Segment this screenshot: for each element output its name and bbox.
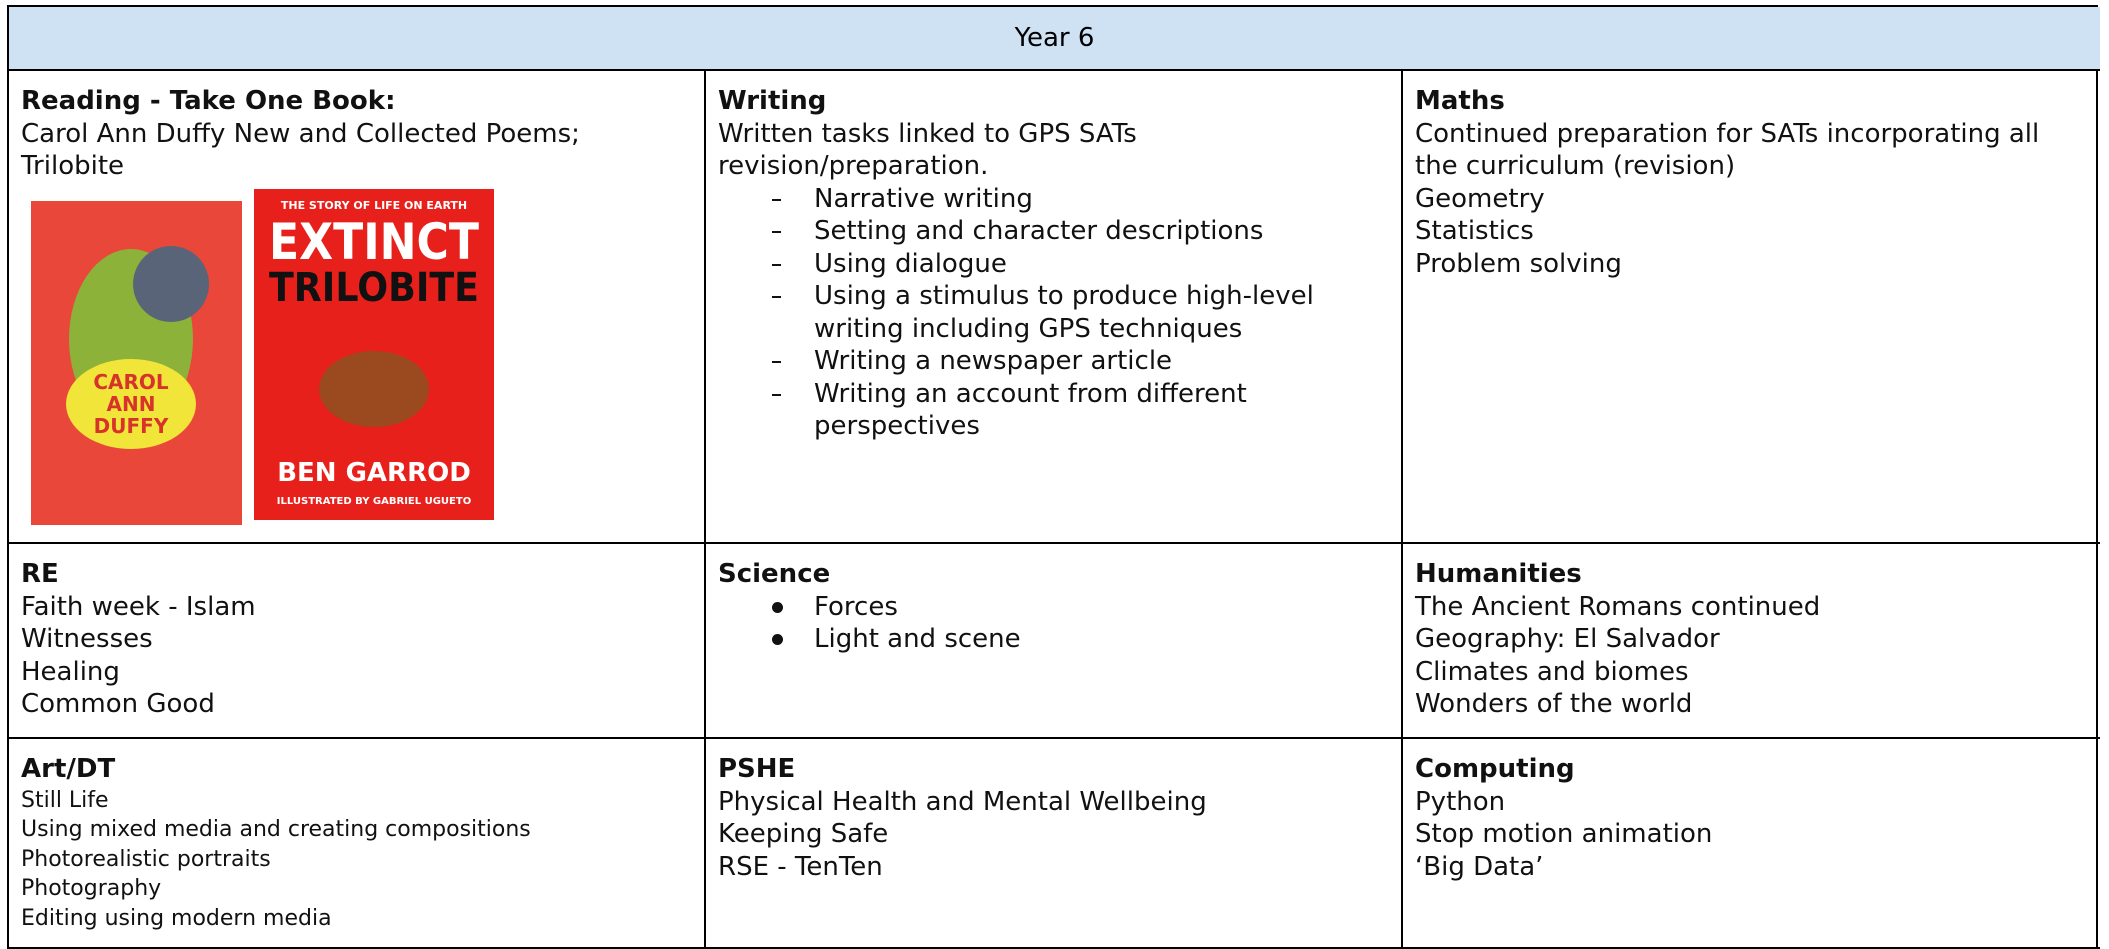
list-marker <box>772 601 783 613</box>
list-text: Narrative writing <box>814 183 1033 214</box>
list-item: Using a stimulus to produce high-level w… <box>718 280 1334 345</box>
cell-heading: Science <box>718 559 831 589</box>
list-item: Writing an account from different perspe… <box>718 378 1334 443</box>
cell-line: Photorealistic portraits <box>21 846 271 872</box>
list-item: Writing a newspaper article <box>718 345 1334 378</box>
list-item: Narrative writing <box>718 183 1334 216</box>
cell-line: The Ancient Romans continued <box>1415 591 1821 622</box>
cell-line: Physical Health and Mental Wellbeing <box>718 786 1207 817</box>
table-cell: Writing Written tasks linked to GPS SATs r… <box>706 71 1403 544</box>
cell-heading: Reading - Take One Book: <box>21 86 396 116</box>
cell-line: Python <box>1415 786 1506 817</box>
cell-line: revision/preparation. <box>718 151 989 181</box>
list-marker <box>772 231 781 233</box>
list-text: Using a stimulus to produce high-level w… <box>814 281 1314 344</box>
cover-text: CAROL <box>93 370 169 394</box>
cell-line: Geometry <box>1415 183 1545 214</box>
list-marker <box>772 263 781 266</box>
table-header: Year 6 <box>9 7 2100 71</box>
cell-line: Faith week - Islam <box>21 591 256 622</box>
cell-heading: Maths <box>1415 86 1505 116</box>
table-cell: RE Faith week - Islam Witnesses Healing Comm… <box>9 544 706 739</box>
cell-heading: RE <box>21 559 59 589</box>
table-cell: Humanities The Ancient Romans continued Ge… <box>1403 544 2100 739</box>
list-item: Light and scene <box>718 623 1334 656</box>
cell-line: Using mixed media and creating compositi… <box>21 817 531 842</box>
list-item: Forces <box>718 591 1334 624</box>
cell-line: Problem solving <box>1415 248 1622 279</box>
curriculum-table: Year 6 Reading - Take One Book: Carol Ann… <box>7 5 2100 949</box>
table-cell: Maths Continued preparation for SATs inco… <box>1403 71 2100 544</box>
cell-line: Keeping Safe <box>718 819 889 849</box>
table-cell: PSHE Physical Health and Mental Wellbeing… <box>706 739 1403 949</box>
cell-line: Photography <box>21 876 162 901</box>
table-cell: Art/DT Still Life Using mixed media and cr… <box>9 739 706 949</box>
cell-line: Witnesses <box>21 624 153 654</box>
cell-line: Continued preparation for SATs incorpora… <box>1415 118 2040 182</box>
list-marker <box>772 361 781 363</box>
list-text: Using dialogue <box>814 248 1007 279</box>
cell-heading: Humanities <box>1415 559 1582 589</box>
cover-text: DUFFY <box>94 414 169 438</box>
list-marker <box>772 634 783 645</box>
cell-line: Geography: El Salvador <box>1415 624 1720 654</box>
cell-line: ‘Big Data’ <box>1415 851 1544 882</box>
list-marker <box>772 198 781 201</box>
cell-heading: Art/DT <box>21 754 116 784</box>
list-marker <box>772 393 781 396</box>
cell-line: Trilobite <box>21 151 125 181</box>
cell-line: Editing using modern media <box>21 905 332 931</box>
title-oval <box>66 358 196 449</box>
cell-line: Written tasks linked to GPS SATs <box>718 118 1137 149</box>
table-cell: Science Forces Light and scene <box>706 544 1403 739</box>
cell-line: Statistics <box>1415 216 1534 246</box>
list-text: Setting and character descriptions <box>814 216 1264 246</box>
list-text: Writing a newspaper article <box>814 346 1173 376</box>
cell-line: RSE - TenTen <box>718 851 883 882</box>
table-cell: Reading - Take One Book: Carol Ann Duffy … <box>9 71 706 544</box>
list-text: Light and scene <box>814 624 1021 654</box>
bird-head <box>133 245 209 322</box>
cover-text: ANN <box>107 392 156 416</box>
cell-line: Climates and biomes <box>1415 656 1689 687</box>
cover-text: BEN GARROD <box>277 458 471 488</box>
table-cell: Computing Python Stop motion animation ‘Big… <box>1403 739 2100 949</box>
cover-text: ILLUSTRATED BY GABRIEL UGUETO <box>277 496 471 507</box>
list-item: Using dialogue <box>718 248 1334 281</box>
cell-line: Carol Ann Duffy New and Collected Poems; <box>21 118 580 149</box>
cell-line: Still Life <box>21 787 109 813</box>
trilobite <box>319 350 429 427</box>
cell-heading: PSHE <box>718 754 796 784</box>
cover-text: EXTINCT <box>269 213 479 271</box>
cover-text: TRILOBITE <box>269 265 479 311</box>
cell-line: Healing <box>21 656 120 687</box>
cell-line: Stop motion animation <box>1415 819 1713 849</box>
list-text: Forces <box>814 591 898 622</box>
cover-text: THE STORY OF LIFE ON EARTH <box>281 199 467 212</box>
cell-heading: Computing <box>1415 754 1575 784</box>
list-marker <box>772 296 781 298</box>
list-text: Writing an account from different perspe… <box>814 378 1247 442</box>
cell-line: Common Good <box>21 689 215 719</box>
cell-heading: Writing <box>718 86 827 116</box>
cell-line: Wonders of the world <box>1415 689 1693 719</box>
list-item: Setting and character descriptions <box>718 215 1334 248</box>
